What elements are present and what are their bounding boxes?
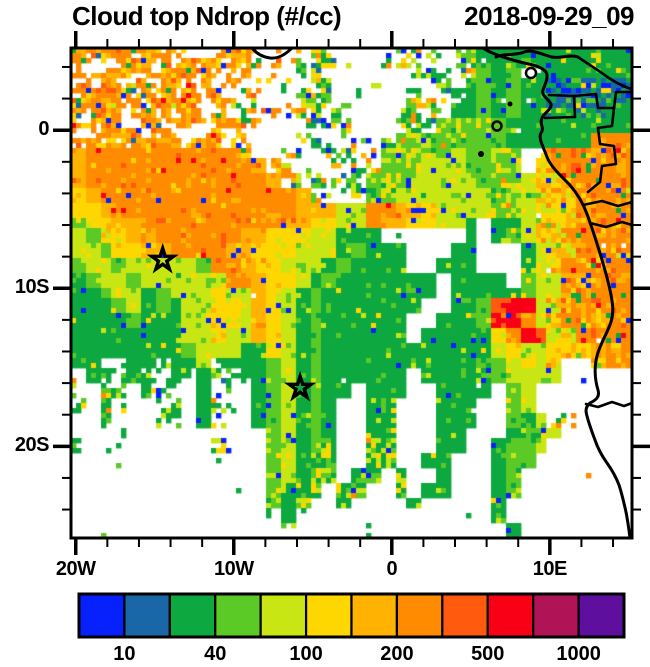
- colorbar-label: 40: [204, 643, 227, 665]
- x-tick-label: 20W: [55, 558, 96, 580]
- colorbar-cell: [168, 592, 217, 639]
- colorbar-label: 1000: [556, 643, 601, 665]
- colorbar-cell: [304, 592, 353, 639]
- colorbar-cell: [214, 592, 262, 639]
- y-tick-label: 0: [38, 118, 49, 141]
- map-canvas: [71, 48, 632, 538]
- colorbar-cell: [577, 592, 626, 639]
- colorbar-label: 200: [380, 643, 414, 665]
- colorbar-frame: [77, 592, 626, 639]
- x-tick-label: 0: [386, 558, 398, 580]
- colorbar-label: 10: [113, 643, 136, 665]
- x-tick-label: 10E: [532, 558, 568, 580]
- y-tick-label: 10S: [14, 276, 50, 299]
- colorbar-cell: [395, 592, 444, 639]
- colorbar-cell: [259, 592, 308, 639]
- colorbar-cell: [350, 592, 399, 639]
- colorbar-cell: [123, 592, 171, 639]
- colorbar-cell: [441, 592, 489, 639]
- colorbar-cell: [486, 592, 535, 639]
- colorbar-label: 500: [471, 643, 505, 665]
- plot-timestamp: 2018-09-29_09: [464, 1, 634, 31]
- plot-title: Cloud top Ndrop (#/cc): [72, 1, 342, 31]
- y-tick-label: 20S: [14, 434, 50, 457]
- colorbar-label: 100: [289, 643, 323, 665]
- colorbar-cell: [532, 592, 580, 639]
- colorbar-cell: [77, 592, 126, 639]
- x-tick-label: 10W: [213, 558, 254, 580]
